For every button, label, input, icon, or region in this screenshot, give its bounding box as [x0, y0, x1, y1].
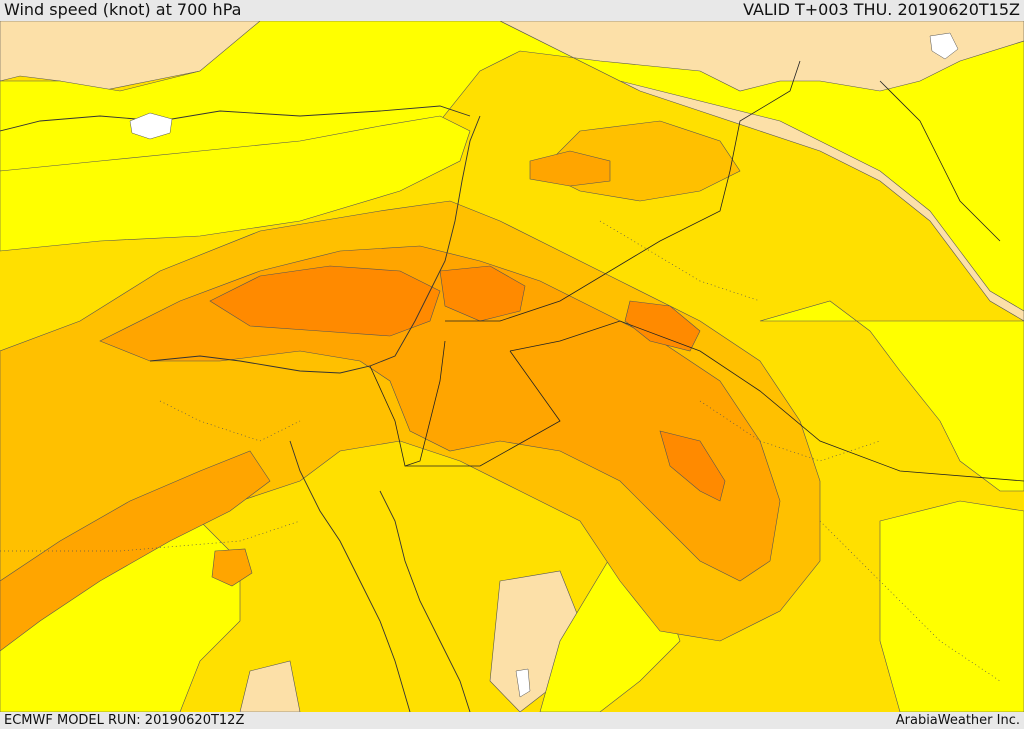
- map-header: Wind speed (knot) at 700 hPa VALID T+003…: [0, 0, 1024, 21]
- coastlines: [0, 105, 481, 712]
- valid-time: VALID T+003 THU. 20190620T15Z: [743, 0, 1020, 19]
- credit-label: ArabiaWeather Inc.: [895, 713, 1020, 728]
- country-borders: [369, 60, 1024, 482]
- model-run-label: ECMWF MODEL RUN: 20190620T12Z: [4, 713, 245, 728]
- wind-band-5: [209, 265, 726, 502]
- lakes: [129, 32, 959, 698]
- map-footer: ECMWF MODEL RUN: 20190620T12Z ArabiaWeat…: [0, 712, 1024, 729]
- province-boundaries: [0, 220, 1001, 682]
- wind-band-4: [0, 150, 781, 652]
- wind-band-1: [0, 21, 1024, 712]
- map-title: Wind speed (knot) at 700 hPa: [4, 0, 242, 19]
- wind-speed-map[interactable]: [0, 21, 1024, 712]
